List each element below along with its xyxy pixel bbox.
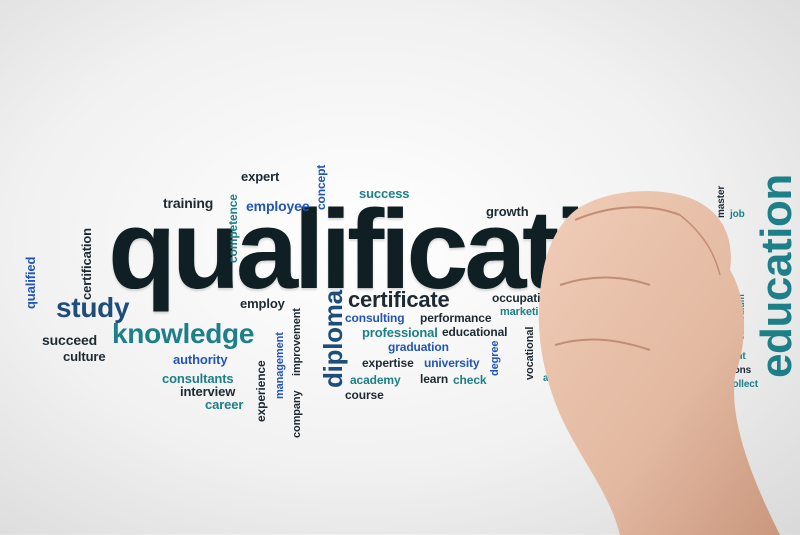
word-academy: academy — [350, 373, 401, 387]
word-expertise: expertise — [362, 356, 414, 370]
word-course: course — [345, 388, 384, 402]
word-consulting: consulting — [345, 311, 405, 325]
word-authority: authority — [173, 352, 228, 367]
word-expert: expert — [241, 169, 280, 184]
word-diploma: diploma — [318, 290, 348, 388]
word-consultants: consultants — [162, 371, 234, 386]
word-employee: employee — [246, 198, 310, 214]
word-collect: collect — [727, 379, 758, 390]
word-improvement: improvement — [291, 308, 303, 376]
word-learn: learn — [420, 372, 449, 386]
word-management: management — [274, 332, 286, 399]
word-success: success — [359, 186, 410, 201]
word-concept: concept — [314, 164, 328, 210]
word-experience: experience — [254, 360, 268, 422]
word-knowledge: knowledge — [112, 318, 255, 349]
word-occupation: occupation — [492, 291, 555, 305]
word-job: job — [730, 209, 745, 220]
word-degree: degree — [489, 340, 501, 376]
word-study: study — [56, 292, 130, 323]
word-qualified: qualified — [23, 256, 38, 309]
word-educational: educational — [442, 325, 508, 339]
word-succeed: succeed — [42, 332, 98, 348]
word-marketing: marketing — [500, 306, 552, 318]
word-performance: performance — [420, 311, 492, 325]
word-graduation: graduation — [388, 340, 449, 354]
word-employ: employ — [240, 296, 285, 311]
word-competence: competence — [226, 194, 240, 263]
word-professional: professional — [362, 325, 438, 340]
word-university: university — [424, 356, 480, 370]
word-company: company — [291, 390, 303, 438]
word-check: check — [453, 373, 487, 387]
word-training: training — [163, 195, 214, 211]
word-certification: certification — [79, 228, 94, 300]
word-culture: culture — [63, 349, 106, 364]
word-growth: growth — [486, 204, 529, 219]
word-interview: interview — [180, 384, 236, 399]
word-career: career — [205, 397, 244, 412]
word-certificate: certificate — [348, 287, 450, 312]
hand-with-marker — [538, 191, 780, 535]
